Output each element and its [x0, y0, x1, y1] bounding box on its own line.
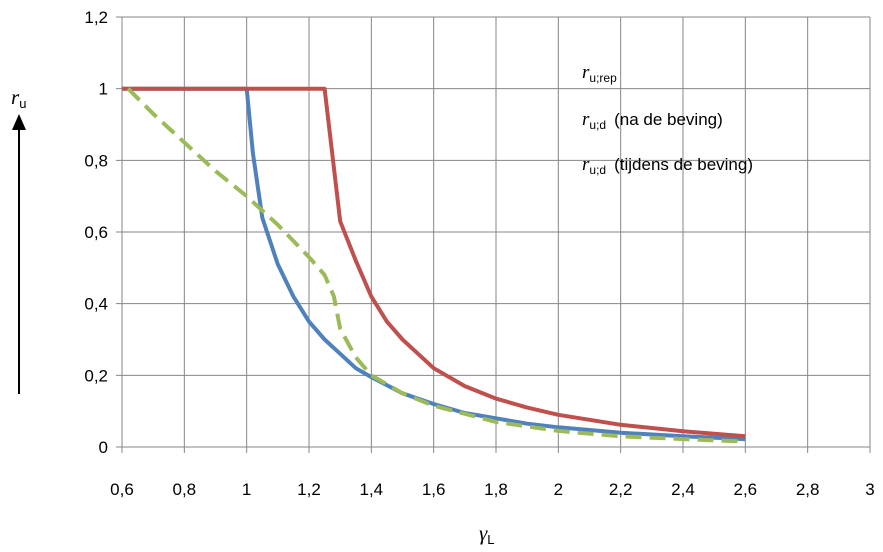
y-axis-arrow-head — [12, 114, 26, 130]
legend-entry-ru-rep: ru;rep — [582, 62, 617, 85]
x-tick-label: 2,6 — [734, 480, 758, 499]
series-rud-tijdens-de-beving-line — [126, 87, 746, 444]
x-tick-label: 1 — [242, 480, 251, 499]
y-tick-label: 0 — [99, 438, 108, 457]
series-ru-rep-line — [122, 86, 746, 442]
x-tick-label: 1,2 — [297, 480, 321, 499]
y-tick-label: 0,2 — [84, 366, 108, 385]
series-rud-na-de-beving-line — [122, 86, 746, 439]
y-axis-label: ru — [11, 85, 26, 111]
y-tick-label: 0,4 — [84, 295, 108, 314]
gridlines — [116, 16, 871, 453]
x-tick-label: 1,6 — [422, 480, 446, 499]
x-tick-label: 2,8 — [796, 480, 820, 499]
x-tick-label: 1,8 — [484, 480, 508, 499]
y-tick-label: 1,2 — [84, 8, 108, 27]
series-lines — [122, 86, 746, 444]
legend-entry-rud-tijdens: ru;d (tijdens de beving) — [582, 154, 753, 177]
y-tick-labels: 0 0,2 0,4 0,6 0,8 1 1,2 — [84, 8, 108, 457]
x-tick-label: 0,8 — [173, 480, 197, 499]
x-tick-label: 2 — [554, 480, 563, 499]
legend: ru;rep ru;d (na de beving) ru;d (tijdens d… — [582, 62, 753, 177]
x-tick-label: 3 — [865, 480, 874, 499]
x-axis-label: γL — [479, 521, 495, 547]
x-tick-label: 2,4 — [671, 480, 695, 499]
x-tick-label: 1,4 — [360, 480, 384, 499]
x-tick-label: 2,2 — [609, 480, 633, 499]
y-tick-label: 1 — [99, 80, 108, 99]
legend-entry-rud-na: ru;d (na de beving) — [582, 109, 723, 132]
y-tick-label: 0,8 — [84, 151, 108, 170]
x-tick-labels: 0,6 0,8 1 1,2 1,4 1,6 1,8 2 2,2 2,4 2,6 2,8 3 — [110, 480, 875, 499]
x-tick-label: 0,6 — [110, 480, 134, 499]
y-tick-label: 0,6 — [84, 223, 108, 242]
